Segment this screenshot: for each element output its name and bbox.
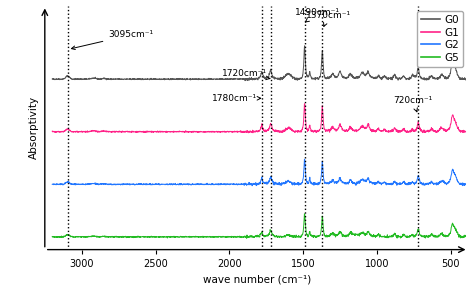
- Text: 720cm⁻¹: 720cm⁻¹: [393, 96, 432, 112]
- G0: [463, 78, 468, 82]
- Line: G5: G5: [52, 214, 465, 238]
- G5: [49, 235, 55, 239]
- G5: [239, 235, 245, 239]
- G0: [251, 78, 256, 81]
- G1: [451, 116, 456, 120]
- G0: [451, 62, 457, 66]
- G2: [49, 182, 55, 186]
- Text: 1720cm⁻¹: 1720cm⁻¹: [222, 70, 270, 80]
- G5: [302, 212, 308, 216]
- Y-axis label: Absorptivity: Absorptivity: [29, 96, 39, 159]
- G1: [71, 130, 76, 133]
- Text: 1490cm⁻¹: 1490cm⁻¹: [295, 8, 340, 22]
- G5: [463, 234, 468, 238]
- G2: [463, 182, 468, 185]
- G0: [451, 62, 456, 66]
- G0: [302, 44, 308, 48]
- G1: [49, 129, 55, 133]
- G5: [451, 224, 456, 228]
- G0: [71, 77, 76, 81]
- Line: G1: G1: [52, 104, 465, 133]
- G2: [71, 183, 76, 186]
- G2: [301, 157, 307, 161]
- X-axis label: wave number (cm⁻¹): wave number (cm⁻¹): [202, 274, 311, 284]
- G5: [375, 233, 381, 236]
- Text: 3095cm⁻¹: 3095cm⁻¹: [72, 30, 154, 49]
- G5: [244, 236, 250, 240]
- G2: [451, 170, 457, 174]
- G1: [239, 130, 245, 134]
- G1: [463, 130, 468, 134]
- Text: 1780cm⁻¹: 1780cm⁻¹: [211, 94, 261, 103]
- G5: [251, 235, 256, 239]
- Line: G0: G0: [52, 46, 465, 81]
- G2: [249, 184, 255, 188]
- G0: [239, 77, 245, 81]
- G1: [451, 117, 457, 120]
- G2: [451, 171, 456, 175]
- G5: [451, 224, 457, 228]
- G0: [375, 75, 381, 79]
- G2: [239, 182, 245, 186]
- Text: 1370cm⁻¹: 1370cm⁻¹: [306, 11, 351, 27]
- G0: [242, 79, 248, 82]
- Line: G2: G2: [52, 159, 465, 186]
- G1: [302, 102, 308, 106]
- G1: [246, 131, 251, 135]
- G2: [375, 180, 381, 184]
- G0: [49, 77, 55, 81]
- Legend: G0, G1, G2, G5: G0, G1, G2, G5: [417, 11, 463, 67]
- G1: [251, 129, 256, 133]
- G2: [251, 182, 256, 186]
- G1: [375, 127, 381, 130]
- G5: [71, 235, 76, 239]
